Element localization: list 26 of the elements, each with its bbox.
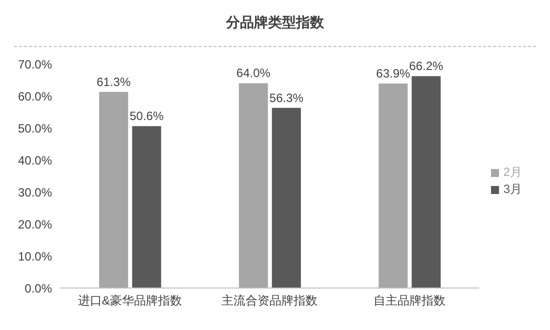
y-tick-label: 10.0% — [18, 249, 52, 264]
y-tick-label: 60.0% — [18, 89, 52, 104]
y-tick-label: 50.0% — [18, 121, 52, 136]
x-tick-label: 进口&豪华品牌指数 — [78, 294, 182, 308]
legend-label: 2月 — [503, 165, 522, 179]
data-label: 66.2% — [409, 59, 444, 74]
y-tick-label: 30.0% — [18, 185, 52, 200]
y-tick-label: 0.0% — [24, 281, 52, 296]
y-tick-label: 70.0% — [18, 57, 52, 72]
bar — [238, 83, 268, 288]
bar — [132, 126, 162, 288]
bar — [99, 92, 128, 288]
x-tick-label: 主流合资品牌指数 — [222, 294, 318, 308]
bar — [272, 108, 301, 288]
legend-label: 3月 — [503, 182, 522, 196]
x-tick-label: 自主品牌指数 — [373, 294, 446, 308]
chart-title: 分品牌类型指数 — [224, 13, 325, 32]
bar — [412, 76, 441, 288]
data-label: 61.3% — [96, 74, 131, 89]
bar — [378, 84, 408, 288]
data-label: 63.9% — [376, 66, 411, 81]
data-label: 64.0% — [236, 66, 271, 80]
data-label: 50.6% — [130, 109, 164, 124]
y-tick-label: 20.0% — [18, 217, 52, 232]
y-tick-label: 40.0% — [18, 153, 52, 168]
data-label: 56.3% — [269, 90, 304, 105]
